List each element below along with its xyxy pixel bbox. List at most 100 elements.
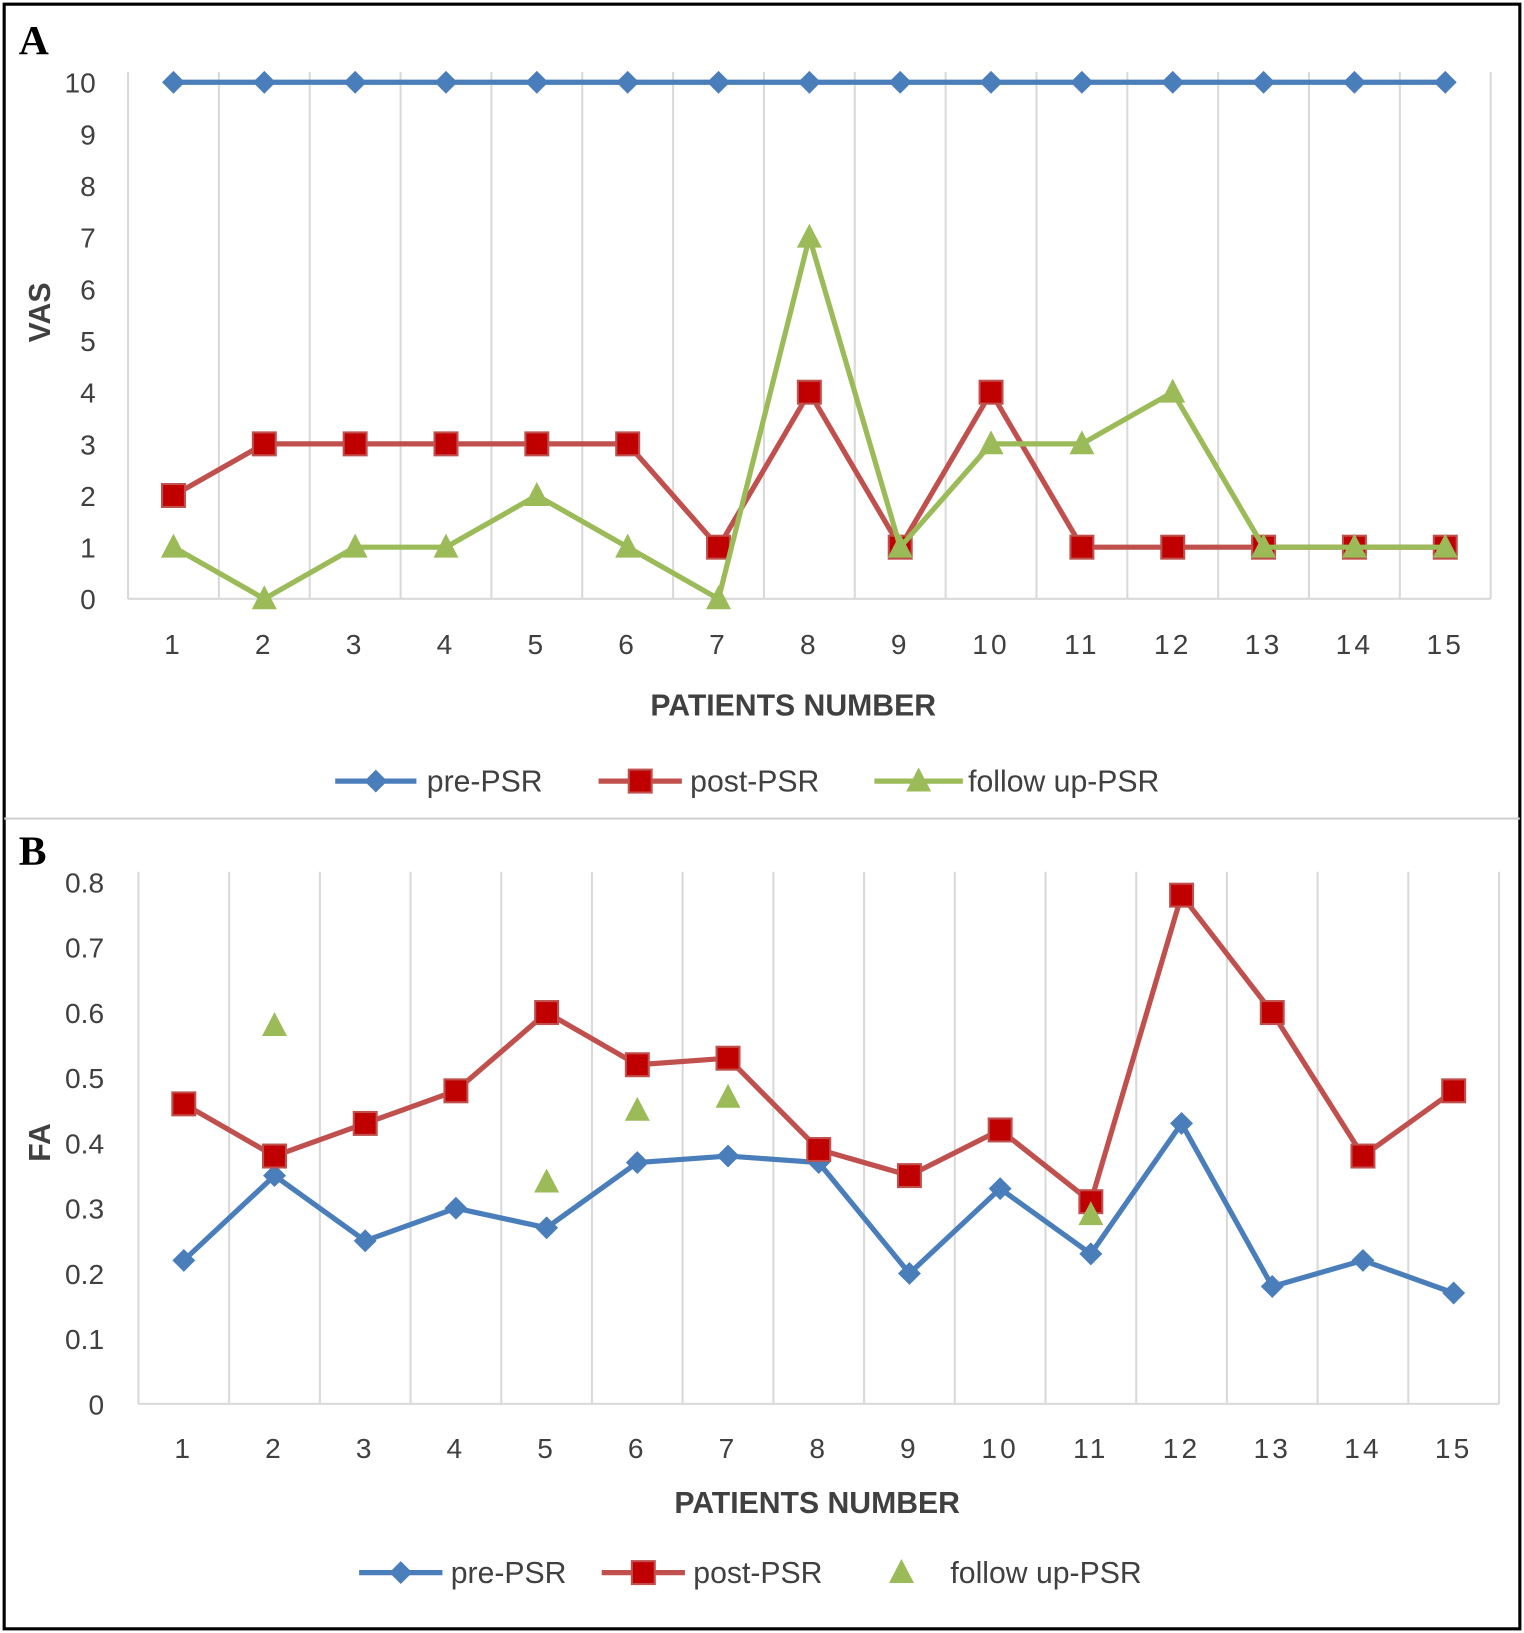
data-point [887,533,913,558]
data-point [888,70,912,94]
x-tick-label: 4 [447,1433,466,1464]
y-tick-label: 8 [80,171,96,202]
data-point [1433,70,1457,94]
x-tick-label: 7 [719,1433,738,1464]
legend-item: pre-PSR [359,1557,566,1590]
x-tick-label: 10 [972,629,1010,660]
x-tick-label: 14 [1336,629,1374,660]
legend-triangle-icon [906,767,932,792]
data-point [624,1096,650,1121]
data-point [1441,1078,1467,1104]
legend-triangle-icon [889,1559,914,1584]
y-tick-label: 1 [80,533,96,564]
y-tick-label: 2 [80,481,96,512]
data-point [706,585,732,610]
legend-item: post-PSR [601,1557,822,1590]
data-point [797,70,821,94]
data-point [444,1196,468,1220]
panel-label-a: A [19,18,49,64]
data-point [443,1078,469,1104]
data-point [796,379,822,405]
x-tick-label: 12 [1163,1433,1201,1464]
x-tick-label: 5 [527,629,546,660]
y-tick-label: 6 [80,274,96,305]
x-tick-label: 14 [1344,1433,1382,1464]
data-point [534,1168,560,1193]
x-tick-label: 1 [174,1433,193,1464]
data-point [1251,533,1277,558]
chart-b-fa: 00.10.20.30.40.50.60.70.81 2 3 4 5 6 7 8 9 10 11 12… [24,868,1501,1590]
data-point [1078,1201,1104,1226]
x-tick-label: 11 [1073,1433,1108,1464]
legend-square-icon [630,1560,656,1586]
legend-item: post-PSR [598,765,819,799]
data-point [715,1045,741,1071]
x-axis-title: PATIENTS NUMBER [650,689,936,722]
x-tick-label: 5 [537,1433,556,1464]
legend-square-icon [627,768,653,794]
x-tick-label: 1 [164,629,183,660]
legend-label: post-PSR [690,765,819,798]
y-axis-title: VAS [24,283,57,343]
data-point [160,483,186,509]
y-tick-label: 10 [64,68,95,99]
y-tick-label: 3 [80,429,96,460]
data-point [1069,430,1095,455]
x-tick-label: 15 [1427,629,1465,660]
data-point [251,585,277,610]
y-tick-label: 0.4 [65,1128,104,1159]
y-tick-label: 4 [80,378,96,409]
legend-label: pre-PSR [427,765,543,798]
data-point [342,533,368,558]
x-tick-label: 8 [800,629,819,660]
data-point [988,1177,1012,1201]
data-point [171,1091,197,1117]
data-point [262,1143,287,1169]
x-axis-title: PATIENTS NUMBER [674,1487,960,1520]
data-point [1160,534,1186,560]
data-point [716,1144,740,1168]
y-tick-label: 7 [80,223,96,254]
x-tick-label: 2 [255,629,274,660]
x-tick-label: 3 [346,629,365,660]
data-point [1170,1111,1194,1135]
data-point [1260,1275,1284,1298]
data-point [615,533,641,558]
x-tick-label: 9 [900,1433,919,1464]
data-point [806,1137,832,1163]
x-tick-label: 15 [1435,1433,1473,1464]
x-tick-label: 4 [437,629,456,660]
y-tick-label: 0.8 [65,868,104,899]
data-point [534,1000,560,1026]
y-tick-label: 0.1 [65,1324,104,1355]
legend-label: follow up-PSR [950,1557,1141,1590]
series-pre-psr [162,70,1457,94]
data-point [1079,1242,1103,1266]
data-point [160,533,186,558]
data-point [1069,534,1095,560]
y-tick-label: 0.3 [65,1194,104,1225]
y-tick-label: 5 [80,326,96,357]
y-tick-label: 0.7 [65,933,104,964]
legend-label: post-PSR [693,1557,822,1590]
x-tick-label: 10 [981,1433,1019,1464]
data-point [524,431,550,457]
panel-label-b: B [19,828,47,874]
y-tick-label: 9 [80,119,96,150]
data-point [1070,70,1094,94]
x-tick-label: 8 [809,1433,828,1464]
y-axis-title: FA [24,1123,57,1162]
legend-item: follow up-PSR [874,765,1159,799]
data-point [172,1248,196,1272]
data-point [615,431,641,457]
y-tick-label: 0.2 [65,1259,104,1290]
legend-label: follow up-PSR [968,765,1159,798]
data-point [251,431,277,457]
data-point [1350,1143,1376,1169]
data-point [433,533,459,558]
series-follow-up-psr [160,223,1458,610]
data-point [624,1052,650,1078]
x-tick-label: 6 [628,1433,647,1464]
data-point [796,223,822,248]
